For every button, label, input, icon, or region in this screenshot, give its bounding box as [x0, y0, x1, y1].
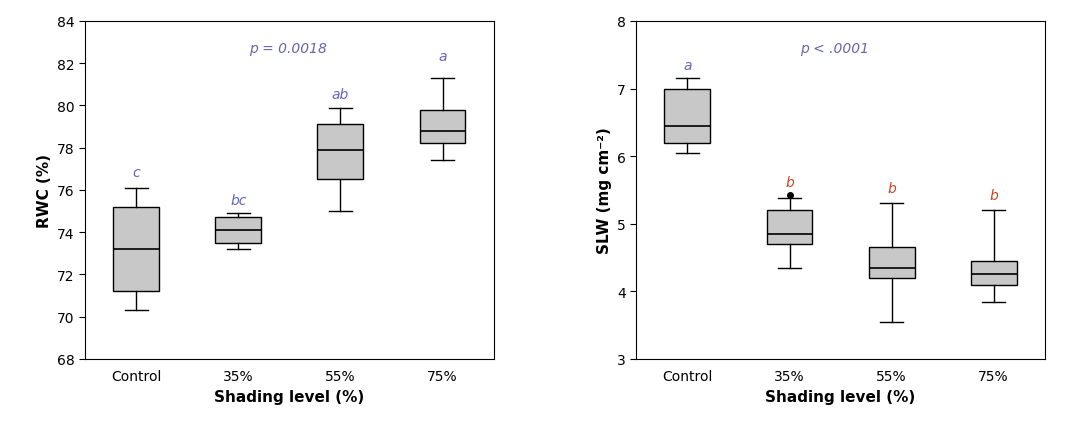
- Text: b: b: [887, 182, 895, 196]
- PathPatch shape: [420, 110, 466, 144]
- Text: bc: bc: [230, 194, 246, 207]
- PathPatch shape: [869, 248, 915, 278]
- Text: a: a: [683, 59, 692, 73]
- X-axis label: Shading level (%): Shading level (%): [765, 389, 916, 404]
- Y-axis label: SLW (mg cm⁻²): SLW (mg cm⁻²): [597, 127, 612, 254]
- Y-axis label: RWC (%): RWC (%): [36, 154, 51, 227]
- Text: ab: ab: [332, 88, 349, 102]
- X-axis label: Shading level (%): Shading level (%): [214, 389, 365, 404]
- PathPatch shape: [113, 207, 159, 292]
- PathPatch shape: [215, 218, 261, 243]
- Text: b: b: [786, 175, 794, 189]
- Text: a: a: [438, 50, 447, 64]
- PathPatch shape: [318, 125, 364, 180]
- Text: c: c: [132, 166, 140, 180]
- Text: p = 0.0018: p = 0.0018: [248, 42, 326, 56]
- PathPatch shape: [664, 89, 710, 143]
- PathPatch shape: [766, 211, 812, 244]
- PathPatch shape: [971, 261, 1017, 285]
- Text: p < .0001: p < .0001: [800, 42, 869, 56]
- Text: b: b: [989, 189, 998, 203]
